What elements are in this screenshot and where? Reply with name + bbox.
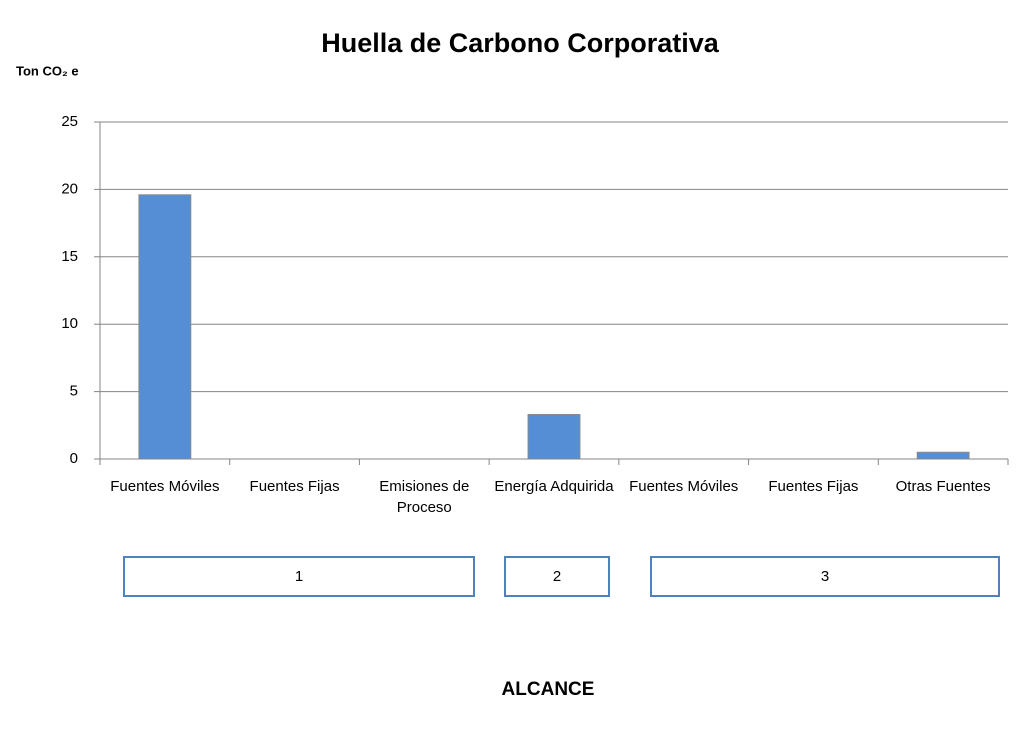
group-box bbox=[123, 556, 475, 597]
bar bbox=[916, 451, 970, 460]
y-tick-label: 20 bbox=[61, 180, 78, 197]
group-label: 2 bbox=[553, 568, 561, 585]
chart-title: Huella de Carbono Corporativa bbox=[321, 28, 720, 58]
group-box bbox=[650, 556, 1000, 597]
y-tick-label: 25 bbox=[61, 113, 78, 130]
x-tick-label: Fuentes Móviles bbox=[629, 478, 739, 495]
x-tick-label: Fuentes Fijas bbox=[768, 478, 859, 495]
y-tick-label: 0 bbox=[70, 450, 78, 467]
group-label: 3 bbox=[821, 568, 829, 585]
x-tick-label: Energía Adquirida bbox=[494, 478, 614, 495]
bar bbox=[527, 414, 581, 460]
group-label: 1 bbox=[295, 568, 303, 585]
x-tick-label: Otras Fuentes bbox=[895, 478, 991, 495]
x-tick-label: Emisiones de Proceso bbox=[379, 478, 470, 516]
y-axis-label: Ton CO₂ e bbox=[16, 63, 79, 78]
x-axis-label: ALCANCE bbox=[502, 679, 595, 700]
y-tick-label: 5 bbox=[70, 383, 78, 400]
y-tick-label: 10 bbox=[61, 315, 78, 332]
bar bbox=[138, 194, 192, 460]
x-tick-label: Fuentes Fijas bbox=[249, 478, 340, 495]
x-tick-label: Fuentes Móviles bbox=[110, 478, 220, 495]
y-tick-label: 15 bbox=[61, 248, 78, 265]
group-box bbox=[504, 556, 610, 597]
